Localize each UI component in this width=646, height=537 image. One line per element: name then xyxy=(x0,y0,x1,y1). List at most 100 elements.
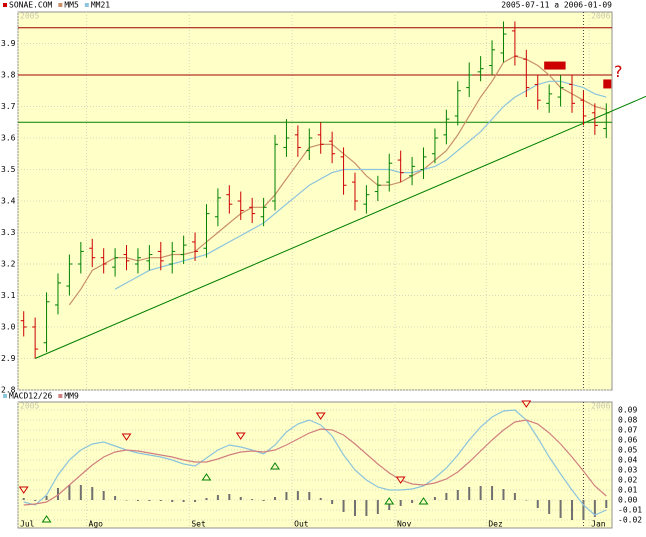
y-tick-label: 3.6 xyxy=(1,134,16,143)
y-tick-label: 2.9 xyxy=(1,354,16,363)
histogram-bar xyxy=(319,498,322,500)
histogram-bar xyxy=(45,496,48,500)
x-tick-label: Set xyxy=(191,520,206,529)
histogram-bar xyxy=(468,487,471,500)
histogram-bar xyxy=(22,498,25,500)
x-tick-label: Dez xyxy=(488,520,503,529)
y-tick-label: 3.8 xyxy=(1,71,16,80)
y-tick-label: 0.02 xyxy=(618,476,637,485)
histogram-bar xyxy=(171,500,174,502)
y-tick-label: 3.7 xyxy=(1,102,16,111)
histogram-bar xyxy=(479,486,482,500)
y-tick-label: 3.4 xyxy=(1,197,16,206)
histogram-bar xyxy=(536,500,539,508)
histogram-bar xyxy=(102,491,105,500)
histogram-bar xyxy=(308,492,311,500)
sell-signal xyxy=(121,433,132,441)
buy-signal xyxy=(384,497,395,505)
histogram-bar xyxy=(262,500,265,501)
histogram-bar xyxy=(68,485,71,500)
histogram-bar xyxy=(582,500,585,520)
trend-line xyxy=(34,95,646,359)
legend-label: MM5 xyxy=(64,1,79,10)
histogram-bar xyxy=(525,500,528,501)
buy-signal xyxy=(270,462,280,470)
buy-signal xyxy=(201,473,212,481)
y-tick-label: 0.00 xyxy=(618,496,637,505)
histogram-bar xyxy=(388,500,391,510)
y-tick-label: 3.5 xyxy=(1,165,16,174)
histogram-bar xyxy=(239,497,242,500)
histogram-bar xyxy=(194,500,197,502)
buy-signal xyxy=(41,515,52,523)
macd-line xyxy=(23,419,607,506)
histogram-bar xyxy=(274,497,277,500)
histogram-bar xyxy=(445,493,448,500)
histogram-bar xyxy=(353,500,356,516)
histogram-bar xyxy=(125,500,128,501)
histogram-bar xyxy=(331,500,334,504)
histogram-bar xyxy=(571,500,574,520)
moving-average xyxy=(68,55,607,306)
y-tick-label: 0.04 xyxy=(618,456,637,465)
y-tick-label: 0.08 xyxy=(618,416,637,425)
year-label: 2005 xyxy=(20,12,39,21)
legend-swatch xyxy=(3,3,7,7)
histogram-bar xyxy=(216,495,219,500)
legend-label: SONAE.COM xyxy=(9,1,53,10)
histogram-bar xyxy=(114,496,117,500)
year-label: 2006 xyxy=(591,12,610,21)
legend-label: MACD12/26 xyxy=(9,392,53,401)
histogram-bar xyxy=(502,489,505,500)
y-tick-label: 3.3 xyxy=(1,228,16,237)
year-label: 2005 xyxy=(20,402,39,411)
chart-title: 2005-07-11 a 2006-01-09 xyxy=(501,1,612,10)
legend-label: MM9 xyxy=(64,392,79,401)
histogram-bar xyxy=(433,497,436,500)
histogram-bar xyxy=(411,500,414,503)
legend-swatch xyxy=(3,394,7,398)
histogram-bar xyxy=(148,500,151,501)
histogram-bar xyxy=(296,491,299,500)
legend-swatch xyxy=(58,3,63,7)
histogram-bar xyxy=(593,500,596,517)
sell-signal xyxy=(315,412,326,420)
histogram-bar xyxy=(365,500,368,516)
histogram-bar xyxy=(56,488,59,500)
histogram-bar xyxy=(159,500,162,501)
buy-signal xyxy=(418,497,429,505)
highlight-marker xyxy=(544,61,566,70)
x-tick-label: Out xyxy=(294,520,309,529)
histogram-bar xyxy=(548,500,551,514)
histogram-bar xyxy=(559,500,562,518)
y-tick-label: 3.0 xyxy=(1,323,16,332)
histogram-bar xyxy=(79,485,82,500)
annotation-text: ? xyxy=(613,62,623,81)
y-tick-label: -0.02 xyxy=(618,516,642,525)
macd-line xyxy=(23,409,607,516)
legend-swatch xyxy=(58,394,63,398)
histogram-bar xyxy=(342,500,345,512)
y-tick-label: 3.2 xyxy=(1,260,16,269)
histogram-bar xyxy=(285,492,288,500)
sell-signal xyxy=(18,486,29,494)
sell-signal xyxy=(235,432,246,440)
histogram-bar xyxy=(376,500,379,514)
y-tick-label: 3.1 xyxy=(1,291,16,300)
y-tick-label: 0.01 xyxy=(618,486,637,495)
histogram-bar xyxy=(136,500,139,501)
legend-label: MM21 xyxy=(91,1,110,10)
moving-average xyxy=(114,80,607,290)
sell-signal xyxy=(395,476,406,484)
y-tick-label: 2.8 xyxy=(1,386,16,395)
histogram-bar xyxy=(456,490,459,500)
histogram-bar xyxy=(34,500,37,501)
y-tick-label: 0.05 xyxy=(618,446,637,455)
histogram-bar xyxy=(605,500,608,508)
sell-signal xyxy=(521,400,532,408)
x-tick-label: Jul xyxy=(20,520,35,529)
histogram-bar xyxy=(251,499,254,500)
y-tick-label: 0.03 xyxy=(618,466,637,475)
y-tick-label: 0.07 xyxy=(618,426,637,435)
